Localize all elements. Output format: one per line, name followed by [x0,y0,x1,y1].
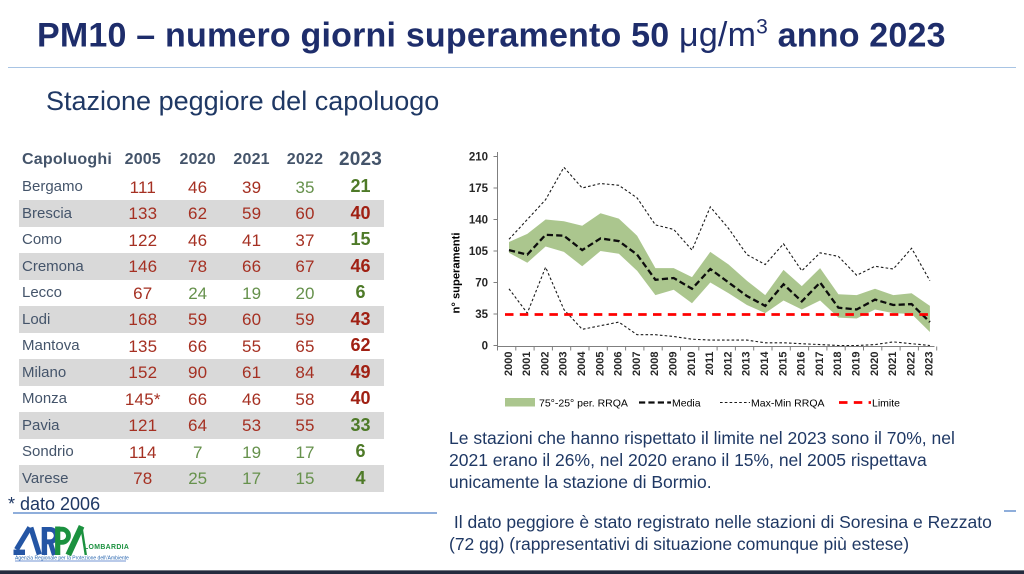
svg-text:2012: 2012 [722,352,734,376]
svg-text:Max-Min RRQA: Max-Min RRQA [751,398,825,410]
svg-text:2017: 2017 [814,352,826,376]
svg-text:2003: 2003 [558,352,570,376]
svg-text:140: 140 [469,215,488,227]
svg-text:75°-25° per. RRQA: 75°-25° per. RRQA [539,398,628,410]
svg-text:2008: 2008 [649,352,661,376]
svg-text:105: 105 [469,246,489,258]
svg-text:2009: 2009 [668,352,680,376]
svg-text:2000: 2000 [503,352,515,376]
svg-text:2001: 2001 [521,352,533,376]
svg-text:2013: 2013 [741,352,753,376]
svg-text:2006: 2006 [613,352,625,376]
svg-text:35: 35 [475,309,488,321]
svg-text:2005: 2005 [594,352,606,376]
svg-text:Media: Media [672,398,701,410]
svg-text:2019: 2019 [851,352,863,376]
svg-text:2015: 2015 [777,352,789,376]
svg-text:2018: 2018 [832,352,844,376]
svg-text:Agenzia Regionale per la Prote: Agenzia Regionale per la Protezione dell… [15,556,129,562]
svg-text:175: 175 [469,183,489,195]
svg-text:n° superamenti: n° superamenti [451,233,463,314]
svg-text:2014: 2014 [759,351,771,376]
svg-text:Limite: Limite [872,398,900,410]
svg-text:2021: 2021 [887,352,899,376]
svg-text:2004: 2004 [576,351,588,376]
svg-text:0: 0 [482,341,488,353]
svg-text:210: 210 [469,152,488,164]
svg-text:2007: 2007 [631,352,643,376]
svg-text:70: 70 [475,278,488,290]
svg-text:2010: 2010 [686,352,698,376]
svg-text:2002: 2002 [539,352,551,376]
svg-text:2022: 2022 [905,352,917,376]
svg-text:LOMBARDIA: LOMBARDIA [84,544,129,551]
svg-text:2011: 2011 [704,352,716,376]
svg-text:2023: 2023 [924,352,936,376]
svg-text:2016: 2016 [796,352,808,376]
svg-text:2020: 2020 [869,352,881,376]
